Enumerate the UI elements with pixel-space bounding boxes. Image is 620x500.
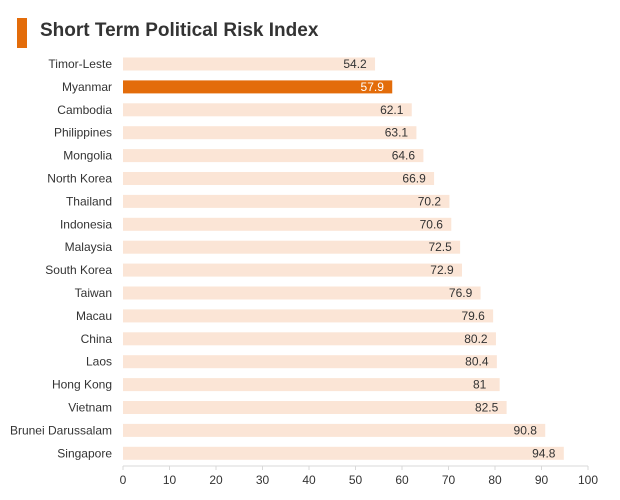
data-label: 64.6 [392,149,416,163]
bar-row: Laos 80.4 [86,355,497,369]
x-tick-label: 90 [535,473,549,487]
bar-row: Singapore 94.8 [57,446,564,460]
x-tick-label: 50 [349,473,363,487]
bar-row: Macau 79.6 [76,309,494,323]
category-label: Cambodia [57,103,112,117]
data-label: 79.6 [461,309,485,323]
data-label: 76.9 [449,286,473,300]
data-label: 57.9 [361,80,385,94]
category-label: Singapore [57,446,112,460]
bar-row: Mongolia 64.6 [63,149,424,163]
data-label: 62.1 [380,103,404,117]
bars-layer: Timor-Leste 54.2 Myanmar 57.9 Cambodia 62.1 Ph… [10,57,564,460]
bar [123,217,452,231]
data-label: 70.6 [420,217,444,231]
category-label: Laos [86,355,112,369]
bar [123,401,507,414]
bar-row: Vietnam 82.5 [68,401,507,415]
bar [123,309,494,323]
bar-row: China 80.2 [81,332,496,346]
bar-row: Brunei Darussalam 90.8 [10,423,546,437]
bar-highlighted [123,80,393,94]
bar-row: Hong Kong 81 [52,378,500,392]
x-tick-label: 40 [302,473,316,487]
category-label: Timor-Leste [48,57,112,71]
bar [123,240,461,254]
bar-row: Thailand 70.2 [66,194,450,208]
x-tick-label: 60 [395,473,409,487]
x-tick-label: 0 [120,473,127,487]
bar [123,355,497,369]
chart-title: Short Term Political Risk Index [40,20,319,41]
x-tick-label: 10 [163,473,177,487]
category-label: Indonesia [60,217,112,231]
title-accent-bar [17,18,27,48]
data-label: 81 [473,378,487,392]
bar [123,423,546,437]
bar-row: Philippines 63.1 [54,126,417,140]
bar [123,149,424,163]
bar [123,263,462,277]
category-label: Philippines [54,126,112,140]
bar [123,194,450,208]
data-label: 82.5 [475,401,499,415]
bar [123,286,481,300]
x-tick-label: 20 [209,473,223,487]
x-tick-label: 80 [488,473,502,487]
data-label: 54.2 [343,57,367,71]
bar-row: Malaysia 72.5 [65,240,461,254]
category-label: North Korea [47,172,112,186]
bar [123,446,564,460]
data-label: 94.8 [532,446,556,460]
data-label: 72.9 [430,263,454,277]
x-tick-label: 100 [578,473,598,487]
category-label: South Korea [45,263,112,277]
category-label: Mongolia [63,149,112,163]
bar [123,172,435,185]
bar-row: Cambodia 62.1 [57,103,412,117]
data-label: 63.1 [385,126,409,140]
data-label: 72.5 [428,240,452,254]
data-label: 80.4 [465,355,489,369]
bar-row: Myanmar 57.9 [62,80,393,94]
bar-row: South Korea 72.9 [45,263,462,277]
category-label: Myanmar [62,80,112,94]
x-axis: 0 10 20 30 40 50 60 70 80 90 100 [120,465,598,487]
bar-row: Taiwan 76.9 [75,286,481,300]
category-label: China [81,332,113,346]
data-label: 90.8 [514,423,538,437]
category-label: Malaysia [65,240,113,254]
bar-row: Timor-Leste 54.2 [48,57,376,71]
bar-row: Indonesia 70.6 [60,217,452,231]
category-label: Macau [76,309,112,323]
bar [123,57,376,71]
bar [123,332,496,346]
category-label: Thailand [66,194,112,208]
category-label: Hong Kong [52,378,112,392]
bar [123,103,412,117]
category-label: Vietnam [68,401,112,415]
bar [123,126,417,140]
x-tick-label: 30 [256,473,270,487]
data-label: 80.2 [464,332,488,346]
bar-row: North Korea 66.9 [47,172,435,186]
bar [123,378,500,392]
x-tick-label: 70 [442,473,456,487]
data-label: 66.9 [402,172,426,186]
data-label: 70.2 [418,194,442,208]
category-label: Brunei Darussalam [10,423,112,437]
category-label: Taiwan [75,286,112,300]
